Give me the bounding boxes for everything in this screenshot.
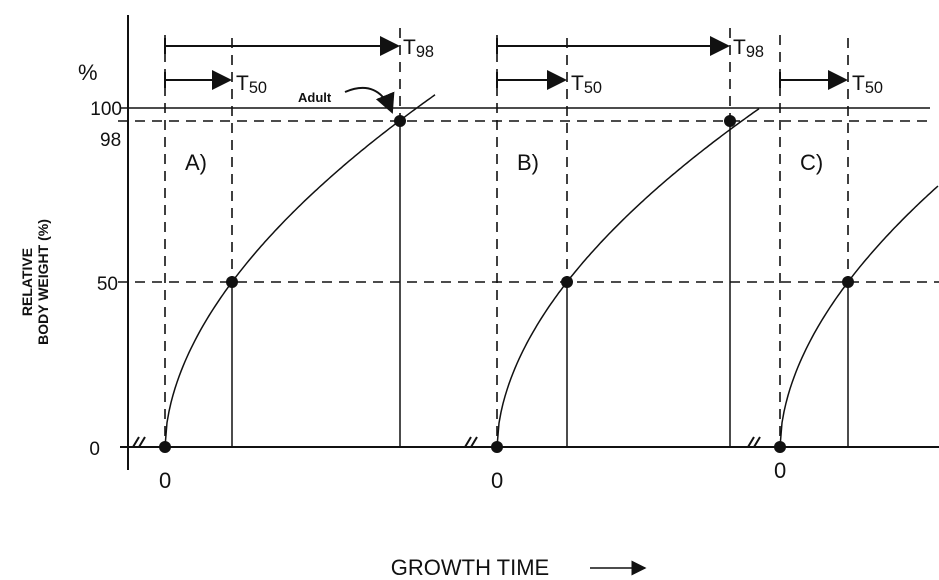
time-sub: 50 xyxy=(584,79,602,97)
point xyxy=(724,115,736,127)
time-label: T50 xyxy=(571,72,602,97)
x-title: GROWTH TIME xyxy=(391,555,549,580)
panel-label: C) xyxy=(800,150,823,175)
point xyxy=(159,441,171,453)
origin-label: 0 xyxy=(774,458,786,483)
y-title: BODY WEIGHT (%) xyxy=(35,219,51,345)
point xyxy=(561,276,573,288)
annotation: Adult xyxy=(298,90,332,105)
axis-break xyxy=(464,436,478,448)
time-sub: 50 xyxy=(865,79,883,97)
time-sub: 98 xyxy=(746,43,764,61)
axis-break xyxy=(132,436,146,448)
time-label: T98 xyxy=(403,36,434,61)
time-label: T98 xyxy=(733,36,764,61)
annotation-arrow xyxy=(344,87,395,114)
time-label: T50 xyxy=(236,72,267,97)
time-letter: T xyxy=(852,72,865,95)
origin-label: 0 xyxy=(491,468,503,493)
point xyxy=(774,441,786,453)
origin-label: 0 xyxy=(159,468,171,493)
growth-curve xyxy=(164,94,436,448)
time-sub: 50 xyxy=(249,79,267,97)
time-letter: T xyxy=(571,72,584,95)
y-label: 100 xyxy=(90,99,122,120)
panel-label: B) xyxy=(517,150,539,175)
point xyxy=(226,276,238,288)
time-letter: T xyxy=(733,36,746,59)
growth-curve xyxy=(496,108,760,448)
time-letter: T xyxy=(236,72,249,95)
y-label: 98 xyxy=(100,130,121,151)
y-label: 50 xyxy=(97,274,118,295)
time-label: T50 xyxy=(852,72,883,97)
point xyxy=(842,276,854,288)
time-sub: 98 xyxy=(416,43,434,61)
time-letter: T xyxy=(403,36,416,59)
y-label: 0 xyxy=(89,439,100,460)
point xyxy=(394,115,406,127)
growth-curve xyxy=(779,185,939,448)
y-title: RELATIVE xyxy=(19,248,35,316)
panel-label: A) xyxy=(185,150,207,175)
point xyxy=(491,441,503,453)
axis-break xyxy=(747,436,761,448)
unit: % xyxy=(78,60,98,85)
